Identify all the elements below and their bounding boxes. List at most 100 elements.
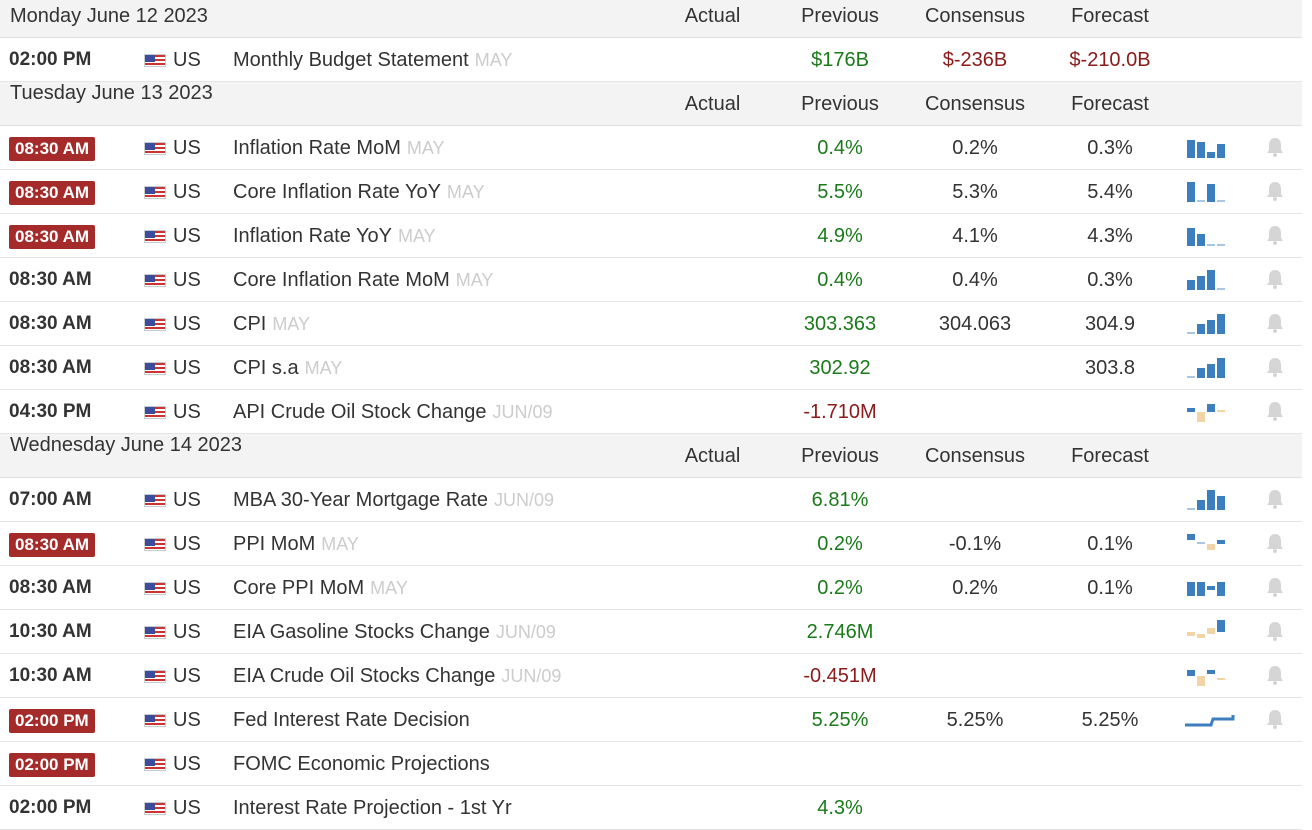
bell-icon[interactable]	[1265, 312, 1285, 334]
sparkline-bar	[1197, 542, 1205, 544]
event-time: 02:00 PM	[9, 797, 92, 818]
event-name[interactable]: Core PPI MoM MAY	[233, 566, 408, 610]
sparkline-chart[interactable]	[1185, 356, 1235, 380]
us-flag-icon	[144, 406, 166, 419]
event-name[interactable]: Inflation Rate MoM MAY	[233, 126, 445, 170]
event-title[interactable]: Inflation Rate YoY	[233, 225, 393, 247]
table-row[interactable]: 08:30 AM US Core Inflation Rate MoM MAY 0.4%…	[0, 258, 1302, 302]
sparkline-bar	[1217, 144, 1225, 158]
bell-icon[interactable]	[1265, 180, 1285, 202]
sparkline-chart[interactable]	[1185, 180, 1235, 204]
sparkline-bar	[1187, 182, 1195, 202]
column-header-actual[interactable]: Actual	[684, 93, 741, 115]
sparkline-chart[interactable]	[1185, 136, 1235, 160]
sparkline-bar	[1197, 634, 1205, 638]
table-row[interactable]: 08:30 AM US PPI MoM MAY 0.2% -0.1% 0.1%	[0, 522, 1302, 566]
event-title[interactable]: CPI	[233, 313, 267, 335]
previous-value: 4.3%	[817, 797, 863, 819]
bell-icon[interactable]	[1265, 532, 1285, 554]
column-header-previous[interactable]: Previous	[801, 445, 879, 467]
sparkline-chart[interactable]	[1185, 532, 1235, 556]
sparkline-bar	[1197, 142, 1205, 158]
table-row[interactable]: 10:30 AM US EIA Crude Oil Stocks Change JUN…	[0, 654, 1302, 698]
bell-icon[interactable]	[1265, 620, 1285, 642]
bell-icon[interactable]	[1265, 664, 1285, 686]
event-title[interactable]: PPI MoM	[233, 533, 316, 555]
column-header-previous[interactable]: Previous	[801, 93, 879, 115]
event-title[interactable]: Monthly Budget Statement	[233, 49, 469, 71]
sparkline-chart[interactable]	[1185, 268, 1235, 292]
bell-icon[interactable]	[1265, 400, 1285, 422]
column-header-previous[interactable]: Previous	[801, 5, 879, 27]
event-title[interactable]: Inflation Rate MoM	[233, 137, 401, 159]
event-name[interactable]: MBA 30-Year Mortgage Rate JUN/09	[233, 478, 554, 522]
reference-period: MAY	[398, 226, 436, 246]
table-row[interactable]: 02:00 PM US Interest Rate Projection - 1st…	[0, 786, 1302, 830]
event-name[interactable]: API Crude Oil Stock Change JUN/09	[233, 390, 553, 434]
table-row[interactable]: 02:00 PM US FOMC Economic Projections	[0, 742, 1302, 786]
sparkline-chart[interactable]	[1185, 664, 1235, 688]
table-row[interactable]: 08:30 AM US Inflation Rate MoM MAY 0.4% 0.2% 0…	[0, 126, 1302, 170]
table-row[interactable]: 08:30 AM US Core PPI MoM MAY 0.2% 0.2% 0.1%	[0, 566, 1302, 610]
event-title[interactable]: CPI s.a	[233, 357, 299, 379]
sparkline-chart[interactable]	[1185, 620, 1235, 644]
event-name[interactable]: Interest Rate Projection - 1st Yr	[233, 786, 512, 830]
us-flag-icon	[144, 582, 166, 595]
column-header-forecast[interactable]: Forecast	[1071, 93, 1149, 115]
column-header-consensus[interactable]: Consensus	[924, 445, 1026, 467]
event-name[interactable]: Inflation Rate YoY MAY	[233, 214, 436, 258]
event-title[interactable]: Interest Rate Projection - 1st Yr	[233, 797, 512, 819]
event-name[interactable]: Core Inflation Rate YoY MAY	[233, 170, 485, 214]
us-flag-icon	[144, 714, 166, 727]
reference-period: MAY	[272, 314, 311, 334]
event-name[interactable]: Core Inflation Rate MoM MAY	[233, 258, 493, 302]
sparkline-chart[interactable]	[1185, 312, 1235, 336]
table-row[interactable]: 08:30 AM US CPI MAY 303.363 304.063 304.9	[0, 302, 1302, 346]
bell-icon[interactable]	[1265, 708, 1285, 730]
table-row[interactable]: 07:00 AM US MBA 30-Year Mortgage Rate JUN/0…	[0, 478, 1302, 522]
sparkline-chart[interactable]	[1185, 576, 1235, 600]
table-row[interactable]: 10:30 AM US EIA Gasoline Stocks Change JUN/…	[0, 610, 1302, 654]
column-header-forecast[interactable]: Forecast	[1071, 5, 1149, 27]
bell-icon[interactable]	[1265, 576, 1285, 598]
sparkline-chart[interactable]	[1185, 224, 1235, 248]
event-name[interactable]: FOMC Economic Projections	[233, 742, 490, 786]
event-title[interactable]: Core PPI MoM	[233, 577, 365, 599]
event-title[interactable]: Core Inflation Rate MoM	[233, 269, 450, 291]
table-row[interactable]: 04:30 PM US API Crude Oil Stock Change JUN/…	[0, 390, 1302, 434]
event-title[interactable]: MBA 30-Year Mortgage Rate	[233, 489, 488, 511]
event-name[interactable]: EIA Crude Oil Stocks Change JUN/09	[233, 654, 561, 698]
event-title[interactable]: Core Inflation Rate YoY	[233, 181, 441, 203]
bell-icon[interactable]	[1265, 268, 1285, 290]
sparkline-bar	[1207, 320, 1215, 334]
event-title[interactable]: API Crude Oil Stock Change	[233, 401, 487, 423]
table-row[interactable]: 08:30 AM US CPI s.a MAY 302.92 303.8	[0, 346, 1302, 390]
event-title[interactable]: Fed Interest Rate Decision	[233, 709, 470, 731]
event-time: 08:30 AM	[9, 533, 96, 557]
event-title[interactable]: EIA Gasoline Stocks Change	[233, 621, 490, 643]
event-name[interactable]: CPI MAY	[233, 302, 310, 346]
column-header-consensus[interactable]: Consensus	[924, 93, 1026, 115]
sparkline-chart[interactable]	[1185, 400, 1235, 424]
bell-icon[interactable]	[1265, 356, 1285, 378]
event-title[interactable]: EIA Crude Oil Stocks Change	[233, 665, 496, 687]
event-title[interactable]: FOMC Economic Projections	[233, 753, 490, 775]
sparkline-chart[interactable]	[1185, 708, 1235, 732]
sparkline-chart[interactable]	[1185, 488, 1235, 512]
column-header-consensus[interactable]: Consensus	[924, 5, 1026, 27]
table-row[interactable]: 08:30 AM US Inflation Rate YoY MAY 4.9% 4.1% 4…	[0, 214, 1302, 258]
event-name[interactable]: CPI s.a MAY	[233, 346, 342, 390]
bell-icon[interactable]	[1265, 136, 1285, 158]
column-header-forecast[interactable]: Forecast	[1071, 445, 1149, 467]
event-name[interactable]: EIA Gasoline Stocks Change JUN/09	[233, 610, 556, 654]
bell-icon[interactable]	[1265, 224, 1285, 246]
table-row[interactable]: 02:00 PM US Fed Interest Rate Decision 5.25…	[0, 698, 1302, 742]
bell-icon[interactable]	[1265, 488, 1285, 510]
event-name[interactable]: Fed Interest Rate Decision	[233, 698, 470, 742]
table-row[interactable]: 02:00 PM US Monthly Budget Statement MAY $17…	[0, 38, 1302, 82]
event-name[interactable]: PPI MoM MAY	[233, 522, 359, 566]
column-header-actual[interactable]: Actual	[684, 445, 741, 467]
event-name[interactable]: Monthly Budget Statement MAY	[233, 38, 512, 82]
table-row[interactable]: 08:30 AM US Core Inflation Rate YoY MAY 5.5%…	[0, 170, 1302, 214]
column-header-actual[interactable]: Actual	[684, 5, 741, 27]
